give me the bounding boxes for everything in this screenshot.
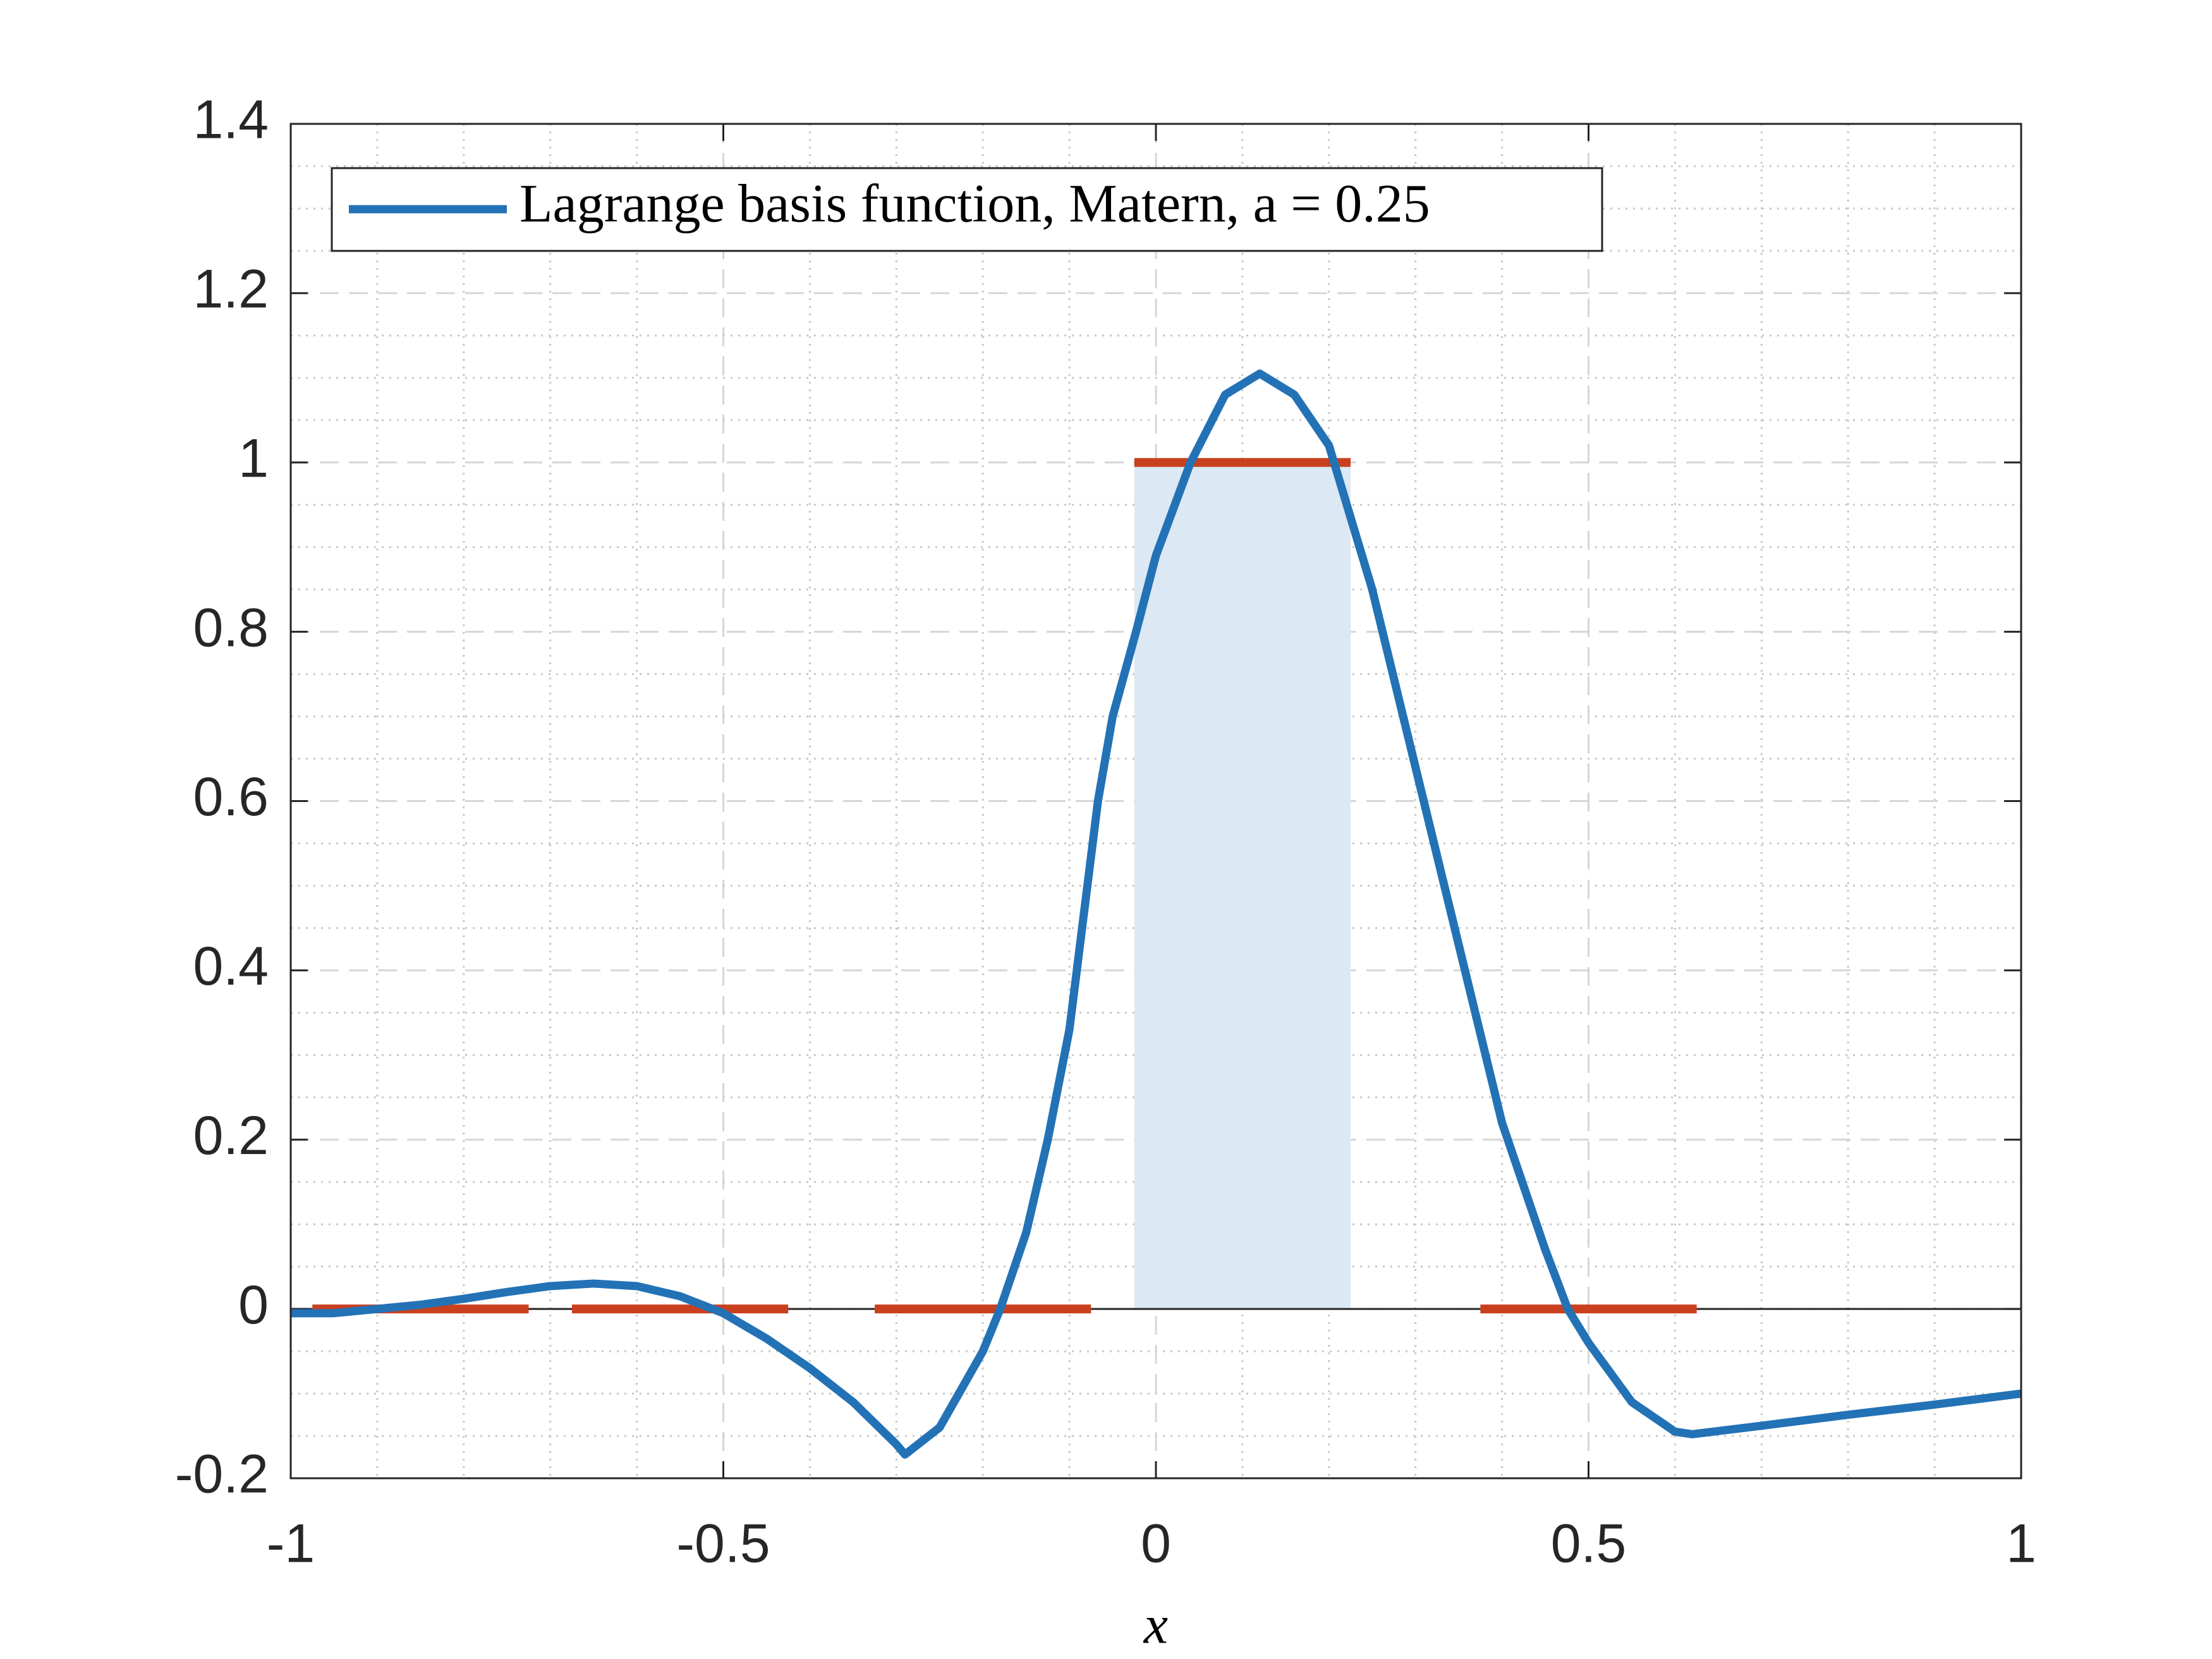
x-tick-label: -1	[267, 1514, 315, 1574]
y-tick-label: 1.4	[193, 90, 269, 150]
x-tick-label: 0.5	[1551, 1514, 1627, 1574]
y-tick-label: -0.2	[175, 1444, 269, 1505]
axes-frame	[289, 123, 2022, 1480]
x-axis-label: x	[1143, 1595, 1168, 1655]
x-tick-label: 0	[1141, 1514, 1171, 1574]
x-tick-label: -0.5	[676, 1514, 770, 1574]
y-tick-label: 0.6	[193, 767, 269, 827]
shaded-region	[1134, 462, 1351, 1310]
data-line	[291, 369, 2022, 1459]
x-tick-label: 1	[2006, 1514, 2036, 1574]
y-tick-label: 0	[238, 1275, 269, 1335]
y-tick-label: 1.2	[193, 259, 269, 320]
y-tick-label: 1	[238, 428, 269, 489]
y-tick-label: 0.2	[193, 1105, 269, 1166]
legend-box	[331, 167, 1603, 252]
y-tick-label: 0.4	[193, 936, 269, 997]
y-tick-label: 0.8	[193, 597, 269, 658]
legend-label: Lagrange basis function, Matern, a = 0.2…	[520, 173, 1430, 234]
